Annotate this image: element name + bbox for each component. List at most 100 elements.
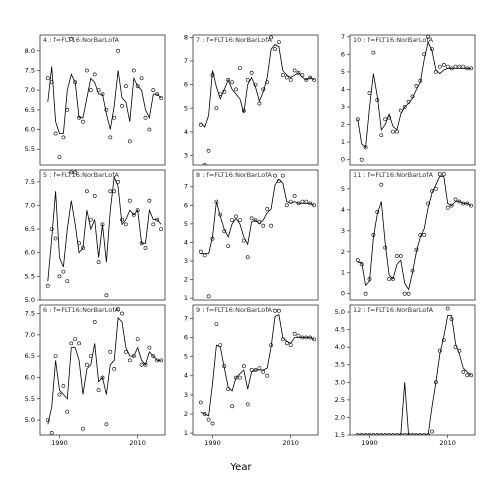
data-point [265, 207, 270, 211]
data-point [355, 433, 360, 435]
y-tick-label: 7.0 [25, 86, 35, 94]
data-point [124, 349, 128, 354]
data-point [426, 433, 430, 435]
data-point [304, 199, 309, 204]
data-point [65, 409, 70, 414]
data-point [237, 66, 242, 71]
y-tick-label: 7.0 [25, 201, 35, 209]
y-tick-label: 6.5 [25, 225, 35, 233]
data-point [422, 233, 427, 237]
data-point [218, 343, 223, 348]
data-point [257, 366, 262, 371]
data-point [108, 135, 113, 140]
data-point [202, 253, 207, 258]
data-point [73, 170, 78, 175]
data-point [359, 157, 364, 162]
y-tick-label: 6.5 [25, 352, 35, 360]
data-point [135, 337, 140, 342]
data-point [469, 203, 474, 208]
data-point [96, 88, 101, 93]
data-point [253, 368, 258, 372]
data-point [433, 380, 438, 385]
data-point [120, 311, 124, 316]
data-point [402, 433, 407, 435]
panel-4-frame [39, 169, 166, 301]
data-point [457, 64, 462, 69]
data-point [280, 173, 285, 178]
data-point [273, 308, 277, 313]
data-point [387, 433, 391, 435]
data-point [359, 433, 364, 435]
data-point [92, 320, 97, 324]
data-point [441, 338, 446, 343]
data-point [433, 70, 438, 74]
data-point [104, 293, 109, 298]
fitted-line [200, 43, 315, 129]
data-point [226, 244, 231, 249]
panel-6-frame [349, 169, 476, 301]
data-point [49, 227, 54, 232]
data-point [379, 182, 384, 187]
data-point [276, 179, 281, 184]
data-point [124, 84, 128, 89]
data-point [453, 64, 458, 69]
y-tick-label: 3 [341, 227, 345, 235]
y-tick-label: 5.0 [25, 416, 35, 424]
panel-2-frame [192, 34, 319, 166]
data-point [257, 220, 262, 224]
data-point [159, 96, 164, 100]
data-point [230, 218, 235, 223]
fitted-line [200, 178, 315, 254]
y-tick-label: 1 [184, 429, 188, 437]
y-tick-label: 4 [341, 85, 345, 93]
data-point [449, 203, 454, 208]
data-point [273, 173, 277, 178]
y-tick-label: 6 [184, 201, 188, 209]
panel-8-marks [198, 308, 317, 426]
data-point [280, 337, 285, 342]
data-point [135, 84, 140, 89]
data-point [214, 106, 219, 111]
data-point [359, 262, 364, 267]
data-point [375, 209, 380, 214]
data-point [441, 63, 446, 67]
data-point [100, 375, 105, 380]
data-point [300, 199, 305, 204]
data-point [108, 349, 113, 354]
data-point [414, 247, 419, 252]
y-tick-label: 0 [341, 156, 345, 164]
data-point [155, 217, 160, 222]
data-point [245, 255, 250, 260]
fitted-line [47, 175, 162, 282]
data-point [120, 217, 124, 222]
data-point [363, 433, 368, 435]
data-point [77, 241, 82, 246]
y-tick-label: 2 [184, 276, 188, 284]
data-point [445, 306, 450, 311]
data-point [398, 433, 403, 435]
data-point [57, 155, 62, 160]
data-point [214, 322, 219, 327]
y-tick-label: 7 [184, 183, 188, 191]
fitted-line [357, 175, 472, 291]
panel-1-marks [45, 37, 164, 160]
data-point [391, 129, 395, 134]
data-point [465, 66, 470, 71]
fitted-line [200, 314, 315, 417]
data-point [394, 254, 399, 258]
data-point [69, 341, 74, 346]
y-tick-label: 2 [341, 121, 345, 129]
y-tick-label: 2.0 [335, 413, 345, 421]
data-point [92, 194, 97, 198]
data-point [284, 75, 289, 80]
data-point [159, 227, 164, 232]
data-point [367, 433, 372, 435]
data-point [288, 78, 293, 82]
data-point [367, 277, 372, 281]
y-tick-label: 5.5 [25, 272, 35, 280]
data-point [457, 199, 462, 204]
panel-1-frame [39, 34, 166, 166]
fitted-line [47, 66, 162, 134]
data-point [249, 216, 254, 221]
